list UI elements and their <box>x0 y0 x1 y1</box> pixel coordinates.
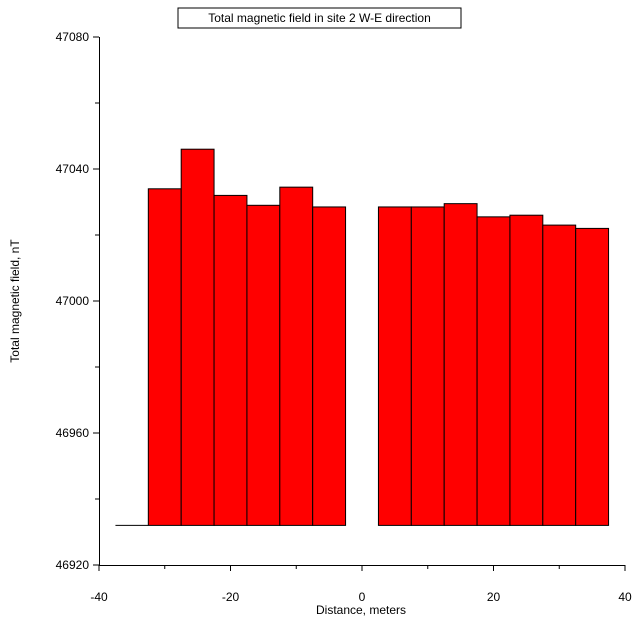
y-tick-label: 47000 <box>56 294 90 308</box>
bar <box>377 206 412 526</box>
bar <box>542 224 577 526</box>
x-tick-label: 40 <box>618 590 632 604</box>
y-tick-label: 46920 <box>56 558 90 572</box>
chart-title-box: Total magnetic field in site 2 W-E direc… <box>177 7 462 29</box>
bar <box>443 203 478 526</box>
x-axis-title: Distance, meters <box>316 603 406 617</box>
bar <box>575 227 610 526</box>
x-tick-label: -40 <box>90 590 108 604</box>
x-ticks: -40 -20 0 20 40 <box>90 565 632 604</box>
bar <box>476 216 511 526</box>
y-ticks: 46920 46960 47000 47040 47080 <box>56 30 99 572</box>
bar <box>509 214 544 526</box>
bar <box>213 194 248 526</box>
x-tick-label: -20 <box>222 590 240 604</box>
y-tick-label: 47040 <box>56 162 90 176</box>
bar <box>312 206 347 526</box>
x-tick-label: 0 <box>359 590 366 604</box>
bar <box>246 204 281 526</box>
y-axis-title: Total magnetic field, nT <box>8 239 22 363</box>
x-tick-label: 20 <box>487 590 501 604</box>
bar <box>180 148 215 526</box>
bars-group <box>147 148 610 526</box>
bar <box>410 206 445 526</box>
chart-title-frame <box>177 7 462 29</box>
chart-title: Total magnetic field in site 2 W-E direc… <box>208 11 431 25</box>
bar <box>279 186 314 526</box>
y-tick-label: 47080 <box>56 30 90 44</box>
y-tick-label: 46960 <box>56 426 90 440</box>
bar <box>147 188 182 526</box>
